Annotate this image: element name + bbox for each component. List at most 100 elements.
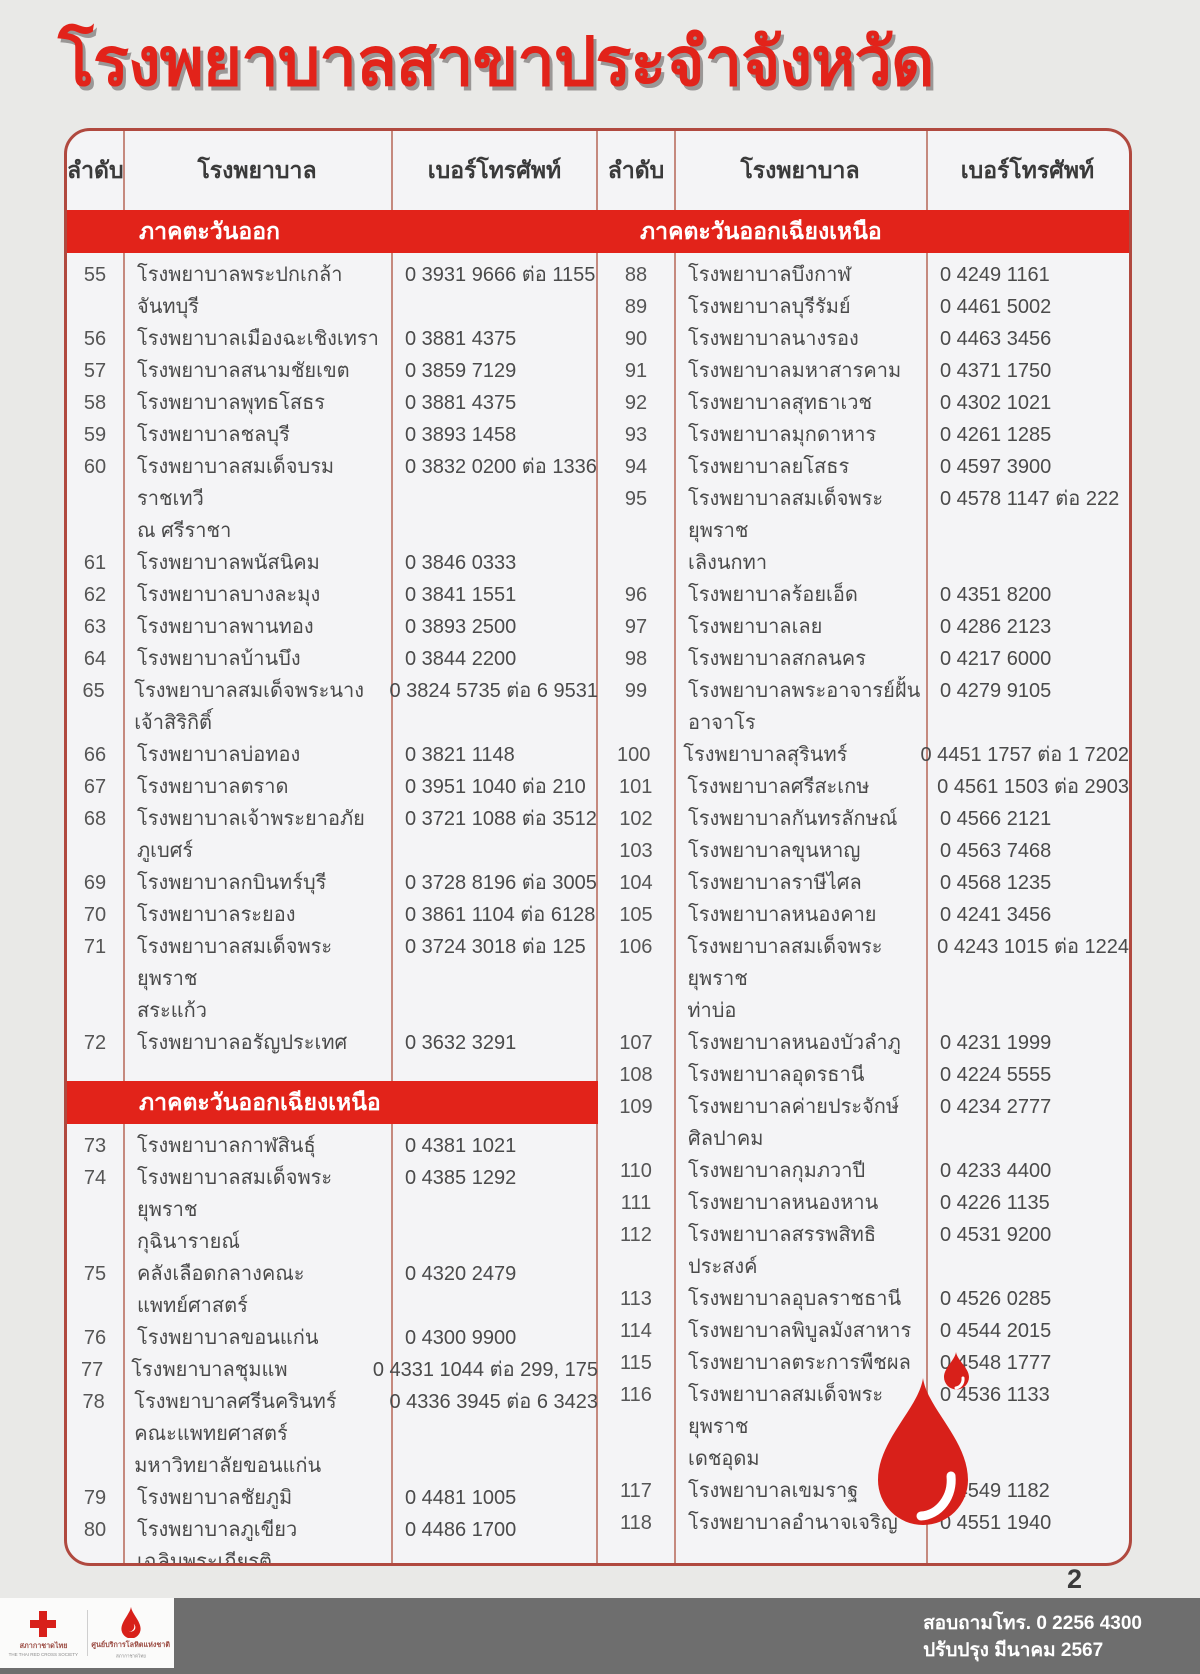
phone-number: 0 4371 1750 — [940, 360, 1052, 382]
hospital-name: โรงพยาบาลหนองหาน — [674, 1187, 926, 1219]
hospital-name: โรงพยาบาลขอนแก่น — [123, 1322, 391, 1354]
phone-number: 0 4486 1700 — [405, 1519, 517, 1541]
hospital-name-line: โรงพยาบาลบุรีรัมย์ — [688, 296, 851, 318]
hospital-name: โรงพยาบาลตราด — [123, 771, 391, 803]
hospital-name-line: โรงพยาบาลเมืองฉะเชิงเทรา — [137, 328, 379, 350]
hospital-name-line: โรงพยาบาลศรีสะเกษ — [687, 776, 870, 798]
table-row: 96 โรงพยาบาลร้อยเอ็ด 0 4351 8200 — [598, 579, 1129, 611]
hospital-name: โรงพยาบาลพุทธโสธร — [123, 387, 391, 419]
row-number: 94 — [624, 456, 648, 478]
row-number: 55 — [83, 264, 107, 286]
row-number: 98 — [624, 648, 648, 670]
row-number: 101 — [618, 776, 653, 798]
hospital-name: โรงพยาบาลสมเด็จพระยุพราช ท่าบ่อ — [673, 931, 923, 1027]
hospital-name: คลังเลือดกลางคณะแพทย์ศาสตร์ — [123, 1258, 391, 1322]
phone-number: 0 4568 1235 — [940, 872, 1052, 894]
row-number: 75 — [83, 1263, 107, 1285]
hospital-name: โรงพยาบาลหนองคาย — [674, 899, 926, 931]
hospital-name-line: โรงพยาบาลสมเด็จบรมราชเทวี — [137, 456, 335, 510]
row-number: 74 — [83, 1167, 107, 1189]
table-row: 100 โรงพยาบาลสุรินทร์ 0 4451 1757 ต่อ 1 72… — [598, 739, 1129, 771]
phone-number: 0 4451 1757 ต่อ 1 7202 — [920, 744, 1129, 766]
hospital-name: โรงพยาบาลชัยภูมิ — [123, 1482, 391, 1514]
row-number: 78 — [82, 1391, 105, 1413]
hospital-name: โรงพยาบาลราษีไศล — [674, 867, 926, 899]
column-header-hospital: โรงพยาบาล — [740, 156, 860, 183]
hospital-name-line: คลังเลือดกลางคณะแพทย์ศาสตร์ — [137, 1263, 305, 1317]
hospital-name: โรงพยาบาลเจ้าพระยาอภัยภูเบศร์ — [123, 803, 391, 867]
table-row: 115 โรงพยาบาลตระการพืชผล 0 4548 1777 — [598, 1347, 1129, 1379]
table-row: 116 โรงพยาบาลสมเด็จพระยุพราช เดชอุดม 0 4536… — [598, 1379, 1129, 1475]
table-row: 103 โรงพยาบาลขุนหาญ 0 4563 7468 — [598, 835, 1129, 867]
table-row: 101 โรงพยาบาลศรีสะเกษ 0 4561 1503 ต่อ 2903 — [598, 771, 1129, 803]
hospital-name-line: โรงพยาบาลหนองบัวลำภู — [688, 1032, 901, 1054]
phone-number: 0 4226 1135 — [940, 1192, 1050, 1214]
column-header-index: ลำดับ — [67, 156, 124, 183]
hospital-name: โรงพยาบาลพานทอง — [123, 611, 391, 643]
row-number: 99 — [624, 680, 648, 702]
hospital-name-line: เลิงนกทา — [688, 552, 768, 574]
hospital-name: โรงพยาบาลสุรินทร์ — [669, 739, 906, 771]
row-number: 105 — [619, 904, 653, 926]
hospital-name-line: โรงพยาบาลสุทธาเวช — [688, 392, 873, 414]
phone-number: 0 3844 2200 — [405, 648, 517, 670]
phone-number: 0 3859 7129 — [405, 360, 517, 382]
hospital-name-line: โรงพยาบาลพุทธโสธร — [137, 392, 326, 414]
red-cross-icon — [30, 1610, 57, 1637]
table-row: 93 โรงพยาบาลมุกดาหาร 0 4261 1285 — [598, 419, 1129, 451]
table-row: 89 โรงพยาบาลบุรีรัมย์ 0 4461 5002 — [598, 291, 1129, 323]
hospital-name: โรงพยาบาลร้อยเอ็ด — [674, 579, 926, 611]
phone-number: 0 3893 2500 — [405, 616, 517, 638]
row-number: 114 — [620, 1320, 652, 1342]
table-row: 55 โรงพยาบาลพระปกเกล้าจันทบุรี 0 3931 9666… — [67, 259, 598, 323]
phone-number: 0 4531 9200 — [940, 1224, 1052, 1246]
hospital-name: โรงพยาบาลระยอง — [123, 899, 391, 931]
hospital-name-line: โรงพยาบาลบางละมุง — [137, 584, 321, 606]
phone-number: 0 4381 1021 — [405, 1135, 517, 1157]
table-header-row: ลำดับ โรงพยาบาล เบอร์โทรศัพท์ — [67, 131, 598, 210]
row-number: 72 — [83, 1032, 107, 1054]
hospital-name: โรงพยาบาลสนามชัยเขต — [123, 355, 391, 387]
hospital-name: โรงพยาบาลพิบูลมังสาหาร — [674, 1315, 926, 1347]
hospital-name-line: โรงพยาบาลเลย — [688, 616, 823, 638]
column-divider — [674, 131, 676, 1563]
column-header-phone: เบอร์โทรศัพท์ — [960, 156, 1095, 183]
hospital-name: โรงพยาบาลเมืองฉะเชิงเทรา — [123, 323, 391, 355]
section-header: ภาคตะวันออกเฉียงเหนือ — [598, 210, 1129, 253]
phone-number: 0 4551 1940 — [940, 1512, 1052, 1534]
table-row: 71 โรงพยาบาลสมเด็จพระยุพราช สระแก้ว 0 3724 … — [67, 931, 598, 1027]
phone-number: 0 3846 0333 — [405, 552, 517, 574]
table-row: 80 โรงพยาบาลภูเขียวเฉลิมพระเกียรติ 0 4486 … — [67, 1514, 598, 1563]
table-header-row: ลำดับ โรงพยาบาล เบอร์โทรศัพท์ — [598, 131, 1129, 210]
hospital-name-line: มหาวิทยาลัยขอนแก่น — [134, 1455, 322, 1477]
phone-number: 0 4231 1999 — [940, 1032, 1052, 1054]
blood-drop-logo-icon — [121, 1606, 141, 1638]
phone-number: 0 3821 1148 — [405, 744, 515, 766]
phone-number: 0 3893 1458 — [405, 424, 517, 446]
table-row: 91 โรงพยาบาลมหาสารคาม 0 4371 1750 — [598, 355, 1129, 387]
phone-number: 0 3861 1104 ต่อ 6128 — [405, 904, 596, 926]
column-divider — [926, 131, 928, 1563]
hospital-name: โรงพยาบาลบ้านบึง — [123, 643, 391, 675]
hospital-name-line: โรงพยาบาลชัยภูมิ — [137, 1487, 293, 1509]
phone-number: 0 4544 2015 — [940, 1320, 1052, 1342]
hospital-name-line: โรงพยาบาลร้อยเอ็ด — [688, 584, 858, 606]
hospital-name-line: โรงพยาบาลชลบุรี — [137, 424, 290, 446]
blood-center-logo: ศูนย์บริการโลหิตแห่งชาติ สภากาชาดไทย — [91, 1606, 170, 1661]
section-header: ภาคตะวันออกเฉียงเหนือ — [67, 1081, 598, 1124]
phone-number: 0 3951 1040 ต่อ 210 — [405, 776, 586, 798]
table-row: 90 โรงพยาบาลนางรอง 0 4463 3456 — [598, 323, 1129, 355]
table-row: 97 โรงพยาบาลเลย 0 4286 2123 — [598, 611, 1129, 643]
phone-number: 0 4249 1161 — [940, 264, 1050, 286]
hospital-name: โรงพยาบาลเลย — [674, 611, 926, 643]
logo-divider — [86, 1610, 88, 1656]
hospital-name: โรงพยาบาลสกลนคร — [674, 643, 926, 675]
row-number: 60 — [83, 456, 107, 478]
row-number: 90 — [624, 328, 648, 350]
phone-number: 0 4563 7468 — [940, 840, 1052, 862]
hospital-name: โรงพยาบาลพระอาจารย์ฝั้น อาจาโร — [674, 675, 926, 739]
hospital-name: โรงพยาบาลสมเด็จพระยุพราช เดชอุดม — [674, 1379, 926, 1475]
table-row: 109 โรงพยาบาลค่ายประจักษ์ศิลปาคม 0 4234 27… — [598, 1091, 1129, 1155]
hospital-name: โรงพยาบาลพระปกเกล้าจันทบุรี — [123, 259, 391, 323]
hospital-name: โรงพยาบาลมหาสารคาม — [674, 355, 926, 387]
